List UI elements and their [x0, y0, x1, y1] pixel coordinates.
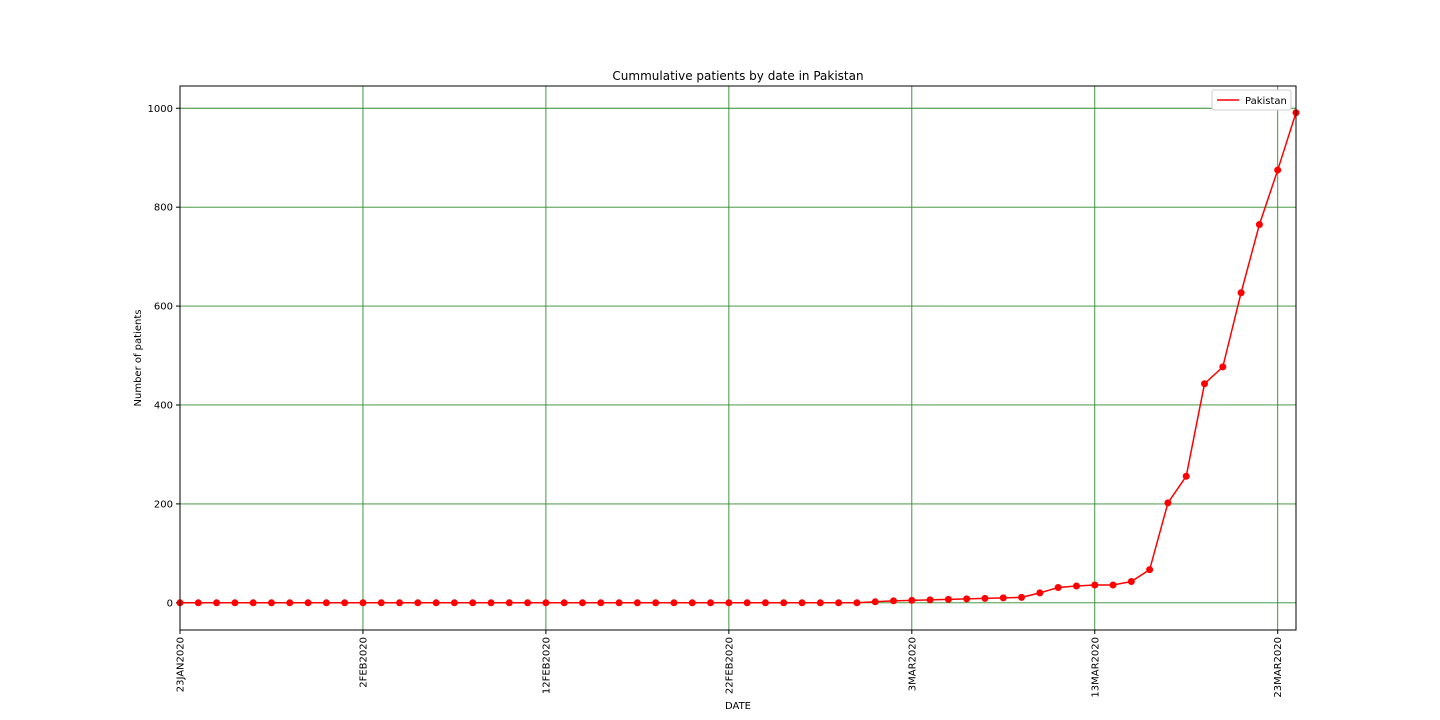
data-point — [322, 599, 330, 607]
y-tick-label: 200 — [154, 499, 173, 510]
data-point — [1127, 578, 1135, 586]
data-point — [231, 599, 239, 607]
data-point — [542, 599, 550, 607]
data-point — [1219, 363, 1227, 371]
data-point — [853, 599, 861, 607]
data-point — [267, 599, 275, 607]
x-axis-ticks: 23JAN2020 2FEB2020 12FEB2020 22FEB2020 3MAR2… — [176, 630, 1284, 698]
data-point — [615, 599, 623, 607]
data-point — [377, 599, 385, 607]
data-point — [194, 599, 202, 607]
data-point — [944, 595, 952, 603]
y-axis-label: Number of patients — [133, 310, 144, 407]
data-point — [286, 599, 294, 607]
y-tick-label: 0 — [167, 598, 173, 609]
data-point — [487, 599, 495, 607]
data-point — [871, 598, 879, 606]
x-tick-label: 3MAR2020 — [907, 637, 918, 691]
y-tick-label: 800 — [154, 203, 173, 214]
data-point — [249, 599, 257, 607]
data-point — [1164, 499, 1172, 507]
data-point — [743, 599, 751, 607]
data-point — [505, 599, 513, 607]
x-tick-label: 2FEB2020 — [358, 637, 369, 688]
data-point — [1255, 220, 1263, 228]
data-point — [578, 599, 586, 607]
series-line — [180, 112, 1297, 604]
data-point — [835, 599, 843, 607]
chart-title: Cummulative patients by date in Pakistan — [612, 69, 863, 83]
data-point — [1182, 472, 1190, 480]
data-point — [761, 599, 769, 607]
data-point — [396, 599, 404, 607]
series-pakistan — [176, 109, 1300, 607]
x-tick-label: 13MAR2020 — [1090, 637, 1101, 698]
data-point — [926, 596, 934, 604]
data-point — [213, 599, 221, 607]
data-point — [816, 599, 824, 607]
data-point — [1109, 581, 1117, 589]
legend-entry-pakistan: Pakistan — [1245, 96, 1287, 107]
plot-frame — [179, 85, 1297, 631]
data-point — [1036, 589, 1044, 597]
grid — [179, 86, 1296, 630]
data-point — [1018, 593, 1026, 601]
data-point — [963, 595, 971, 603]
x-tick-label: 23MAR2020 — [1273, 637, 1284, 698]
x-tick-label: 22FEB2020 — [724, 637, 735, 694]
data-point — [999, 594, 1007, 602]
data-point — [304, 599, 312, 607]
data-point — [670, 599, 678, 607]
data-point — [560, 599, 568, 607]
data-point — [1274, 166, 1282, 174]
data-point — [450, 599, 458, 607]
data-point — [707, 599, 715, 607]
legend: Pakistan — [1211, 89, 1292, 111]
data-point — [725, 599, 733, 607]
data-point — [432, 599, 440, 607]
y-tick-label: 600 — [154, 302, 173, 313]
data-point — [798, 599, 806, 607]
data-point — [1237, 289, 1245, 297]
data-point — [1201, 380, 1209, 388]
data-point — [652, 599, 660, 607]
x-tick-label: 23JAN2020 — [176, 637, 187, 692]
data-point — [524, 599, 532, 607]
data-point — [981, 594, 989, 602]
data-point — [341, 599, 349, 607]
y-tick-label: 1000 — [148, 104, 173, 115]
data-point — [1054, 583, 1062, 591]
data-point — [414, 599, 422, 607]
legend-box — [1211, 89, 1292, 111]
data-point — [780, 599, 788, 607]
data-point — [1146, 566, 1154, 574]
data-point — [1072, 582, 1080, 590]
x-axis-label: DATE — [725, 701, 751, 712]
data-point — [688, 599, 696, 607]
data-point — [908, 596, 916, 604]
x-tick-label: 12FEB2020 — [541, 637, 552, 694]
y-axis-ticks: 0 200 400 600 800 1000 — [148, 104, 180, 609]
data-point — [469, 599, 477, 607]
data-point — [359, 599, 367, 607]
data-point — [890, 597, 898, 605]
data-point — [597, 599, 605, 607]
data-point — [1091, 581, 1099, 589]
data-point — [633, 599, 641, 607]
y-tick-label: 400 — [154, 400, 173, 411]
